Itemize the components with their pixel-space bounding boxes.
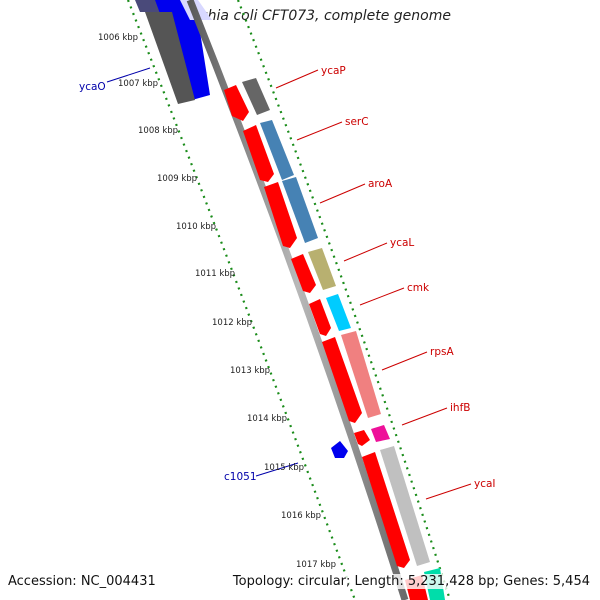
genome-summary: Topology: circular; Length: 5,231,428 bp… [232, 574, 590, 589]
tick-labels: 1006 kbp 1007 kbp 1008 kbp 1009 kbp 1010… [98, 33, 336, 570]
reverse-gene-labels: ycaO c1051 [79, 81, 257, 483]
forward-gene-labels: ycaP serC aroA ycaL cmk rpsA ihfB ycaI [321, 65, 496, 490]
gene-label-ycaP[interactable]: ycaP [321, 65, 346, 77]
tick-label: 1013 kbp [230, 366, 270, 376]
tick-label: 1008 kbp [138, 126, 178, 136]
gene-label-serC[interactable]: serC [345, 116, 369, 128]
gene-label-aroA[interactable]: aroA [368, 178, 393, 190]
gene-label-rpsA[interactable]: rpsA [430, 346, 454, 358]
gene-ycaI[interactable] [362, 446, 430, 568]
tick-label: 1011 kbp [195, 269, 235, 279]
tick-label: 1016 kbp [281, 511, 321, 521]
gene-label-ihfB[interactable]: ihfB [450, 402, 470, 414]
tick-label: 1010 kbp [176, 222, 216, 232]
gene-ihfB[interactable] [354, 425, 390, 446]
tick-label: 1012 kbp [212, 318, 252, 328]
gene-ycaL[interactable] [291, 248, 336, 293]
tick-label: 1006 kbp [98, 33, 138, 43]
reverse-label-leaders [106, 67, 299, 477]
gene-label-ycaI[interactable]: ycaI [474, 478, 496, 490]
gene-label-ycaL[interactable]: ycaL [390, 237, 414, 249]
gene-rpsA[interactable] [322, 331, 381, 423]
gene-label-cmk[interactable]: cmk [407, 282, 430, 294]
tick-label: 1017 kbp [296, 560, 336, 570]
tick-label: 1014 kbp [247, 414, 287, 424]
tick-label: 1007 kbp [118, 79, 158, 89]
gene-serC[interactable] [243, 120, 294, 182]
gene-label-ycaO[interactable]: ycaO [79, 81, 106, 93]
tick-label: 1015 kbp [264, 463, 304, 473]
tick-label: 1009 kbp [157, 174, 197, 184]
gene-ycaP[interactable] [224, 78, 270, 121]
forward-label-leaders [275, 69, 472, 500]
gene-cmk[interactable] [309, 294, 351, 336]
outer-dotted-track [236, 0, 452, 600]
gene-c1051[interactable] [331, 441, 348, 458]
gene-aroA[interactable] [264, 177, 318, 248]
gene-label-c1051[interactable]: c1051 [224, 471, 257, 483]
inner-dotted-track [126, 0, 357, 600]
accession-text: Accession: NC_004431 [8, 574, 156, 589]
genome-backbone [186, 0, 409, 600]
